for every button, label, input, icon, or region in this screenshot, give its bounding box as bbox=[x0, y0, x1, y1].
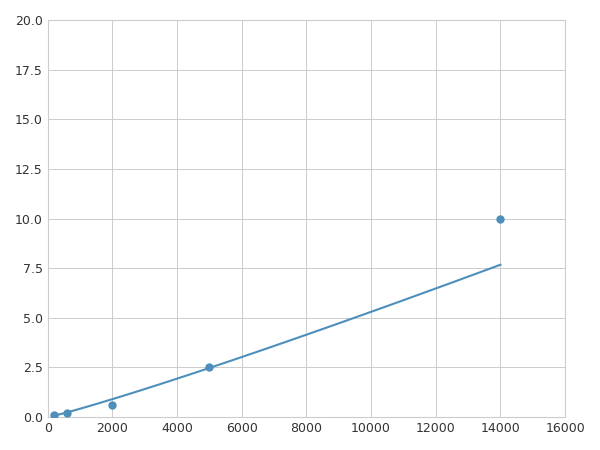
Point bbox=[49, 412, 59, 419]
Point bbox=[496, 215, 505, 222]
Point bbox=[205, 364, 214, 371]
Point bbox=[107, 401, 117, 409]
Point bbox=[62, 410, 72, 417]
